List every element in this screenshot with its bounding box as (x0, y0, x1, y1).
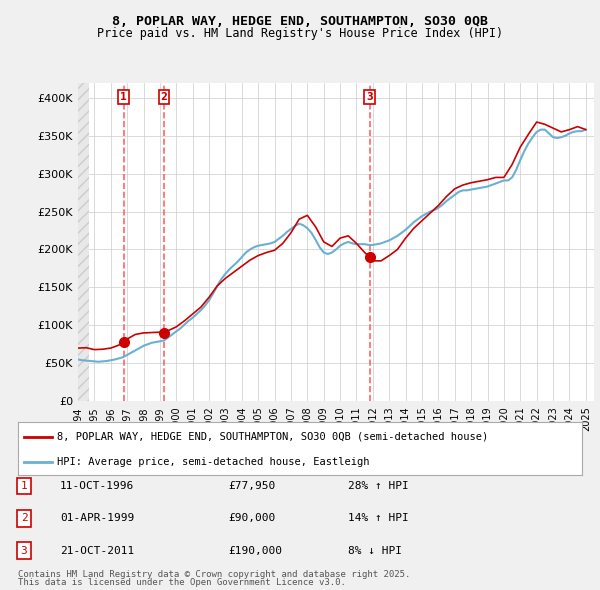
Text: £77,950: £77,950 (228, 481, 275, 491)
Text: 14% ↑ HPI: 14% ↑ HPI (348, 513, 409, 523)
Text: £190,000: £190,000 (228, 546, 282, 556)
Text: 1: 1 (120, 92, 127, 102)
Text: 8% ↓ HPI: 8% ↓ HPI (348, 546, 402, 556)
Text: 01-APR-1999: 01-APR-1999 (60, 513, 134, 523)
Text: 3: 3 (20, 546, 28, 556)
Text: HPI: Average price, semi-detached house, Eastleigh: HPI: Average price, semi-detached house,… (58, 457, 370, 467)
Text: 2: 2 (20, 513, 28, 523)
Bar (78, 83, 89, 401)
Text: 3: 3 (366, 92, 373, 102)
Text: 2: 2 (161, 92, 167, 102)
Text: Price paid vs. HM Land Registry's House Price Index (HPI): Price paid vs. HM Land Registry's House … (97, 27, 503, 40)
Text: 21-OCT-2011: 21-OCT-2011 (60, 546, 134, 556)
Text: 11-OCT-1996: 11-OCT-1996 (60, 481, 134, 491)
Text: 8, POPLAR WAY, HEDGE END, SOUTHAMPTON, SO30 0QB: 8, POPLAR WAY, HEDGE END, SOUTHAMPTON, S… (112, 15, 488, 28)
Text: This data is licensed under the Open Government Licence v3.0.: This data is licensed under the Open Gov… (18, 578, 346, 587)
Text: 8, POPLAR WAY, HEDGE END, SOUTHAMPTON, SO30 0QB (semi-detached house): 8, POPLAR WAY, HEDGE END, SOUTHAMPTON, S… (58, 432, 489, 442)
Text: 28% ↑ HPI: 28% ↑ HPI (348, 481, 409, 491)
Text: 1: 1 (20, 481, 28, 491)
Text: £90,000: £90,000 (228, 513, 275, 523)
Text: Contains HM Land Registry data © Crown copyright and database right 2025.: Contains HM Land Registry data © Crown c… (18, 571, 410, 579)
